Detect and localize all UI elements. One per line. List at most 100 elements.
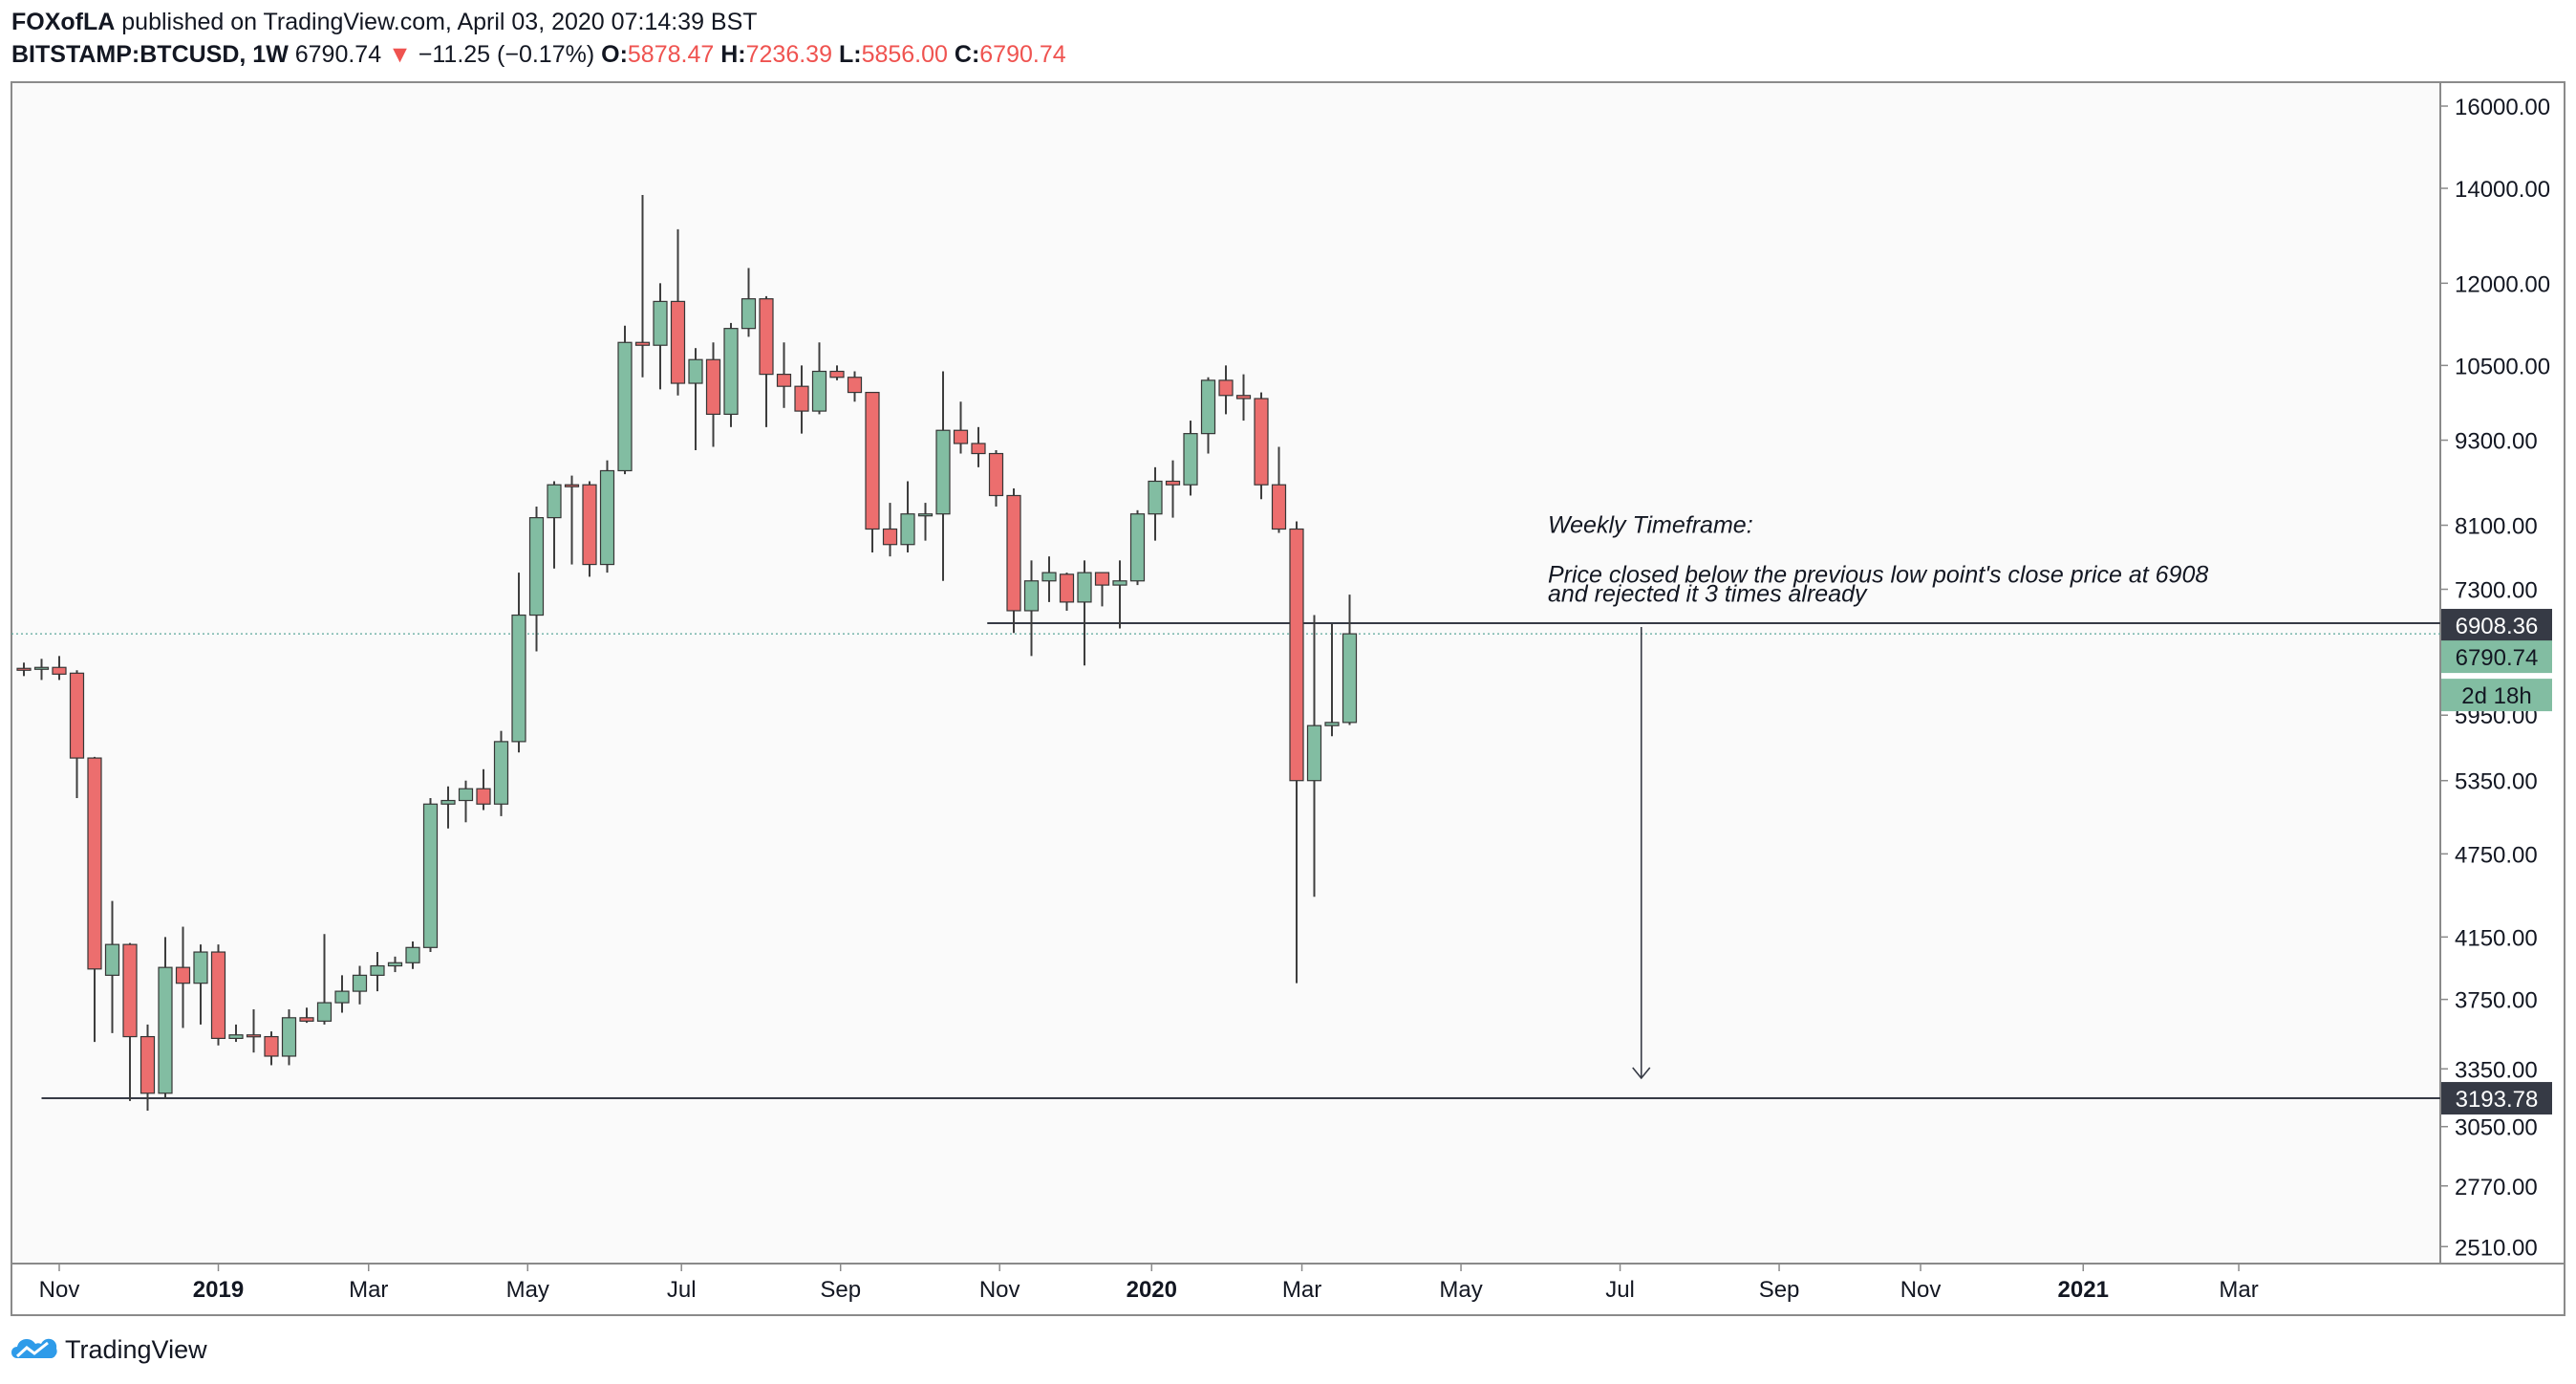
down-arrow-icon: ▼ xyxy=(388,41,412,68)
candle-body xyxy=(281,1017,297,1057)
candle-body xyxy=(582,484,597,566)
candle-body xyxy=(440,799,456,805)
high-label: H: xyxy=(720,41,746,68)
candle-body xyxy=(547,484,562,519)
candle-body xyxy=(140,1035,156,1094)
time-tick-label: Mar xyxy=(2219,1277,2258,1303)
author-name[interactable]: FOXofLA xyxy=(11,9,116,35)
footer-brand[interactable]: TradingView xyxy=(65,1334,207,1364)
candle-body xyxy=(511,614,526,743)
countdown-badge-bg xyxy=(2441,679,2552,712)
price-tick-label: 3050.00 xyxy=(2455,1115,2538,1141)
candle-body xyxy=(210,951,226,1040)
candle-body xyxy=(599,469,615,566)
time-tick-label: May xyxy=(506,1277,549,1303)
candle-body xyxy=(1077,572,1092,603)
price-tick-label: 7300.00 xyxy=(2455,578,2538,604)
chart-header: FOXofLA published on TradingView.com, Ap… xyxy=(11,6,2553,71)
low-value: 5856.00 xyxy=(861,41,948,68)
level-badge-bg xyxy=(2441,609,2552,642)
candle-body xyxy=(1059,573,1075,603)
candle-body xyxy=(688,358,703,384)
candle-body xyxy=(935,429,951,515)
candle-body xyxy=(723,328,739,415)
time-tick-label: Nov xyxy=(39,1277,80,1303)
price-tick-label: 3750.00 xyxy=(2455,988,2538,1014)
candle-body xyxy=(865,391,880,530)
time-tick-label: Jul xyxy=(1605,1277,1635,1303)
candle-body xyxy=(794,385,809,412)
candle-body xyxy=(653,300,668,346)
candle-body xyxy=(917,513,934,517)
footer: TradingView xyxy=(11,1330,207,1369)
price-tick-label: 2510.00 xyxy=(2455,1235,2538,1261)
candle-body xyxy=(246,1034,262,1038)
candle-body xyxy=(882,528,898,546)
candle-body xyxy=(476,788,491,805)
annotations: Weekly Timeframe: Price closed below the … xyxy=(1548,512,2208,1080)
candle-body xyxy=(228,1034,244,1040)
candle-body xyxy=(1023,580,1040,612)
candle-body xyxy=(387,962,403,967)
candle-body xyxy=(1235,395,1252,400)
price-tick-label: 12000.00 xyxy=(2455,271,2550,297)
chart-pane[interactable] xyxy=(11,81,2441,1265)
time-tick-label: Nov xyxy=(1900,1277,1942,1303)
symbol-label[interactable]: BITSTAMP:BTCUSD, 1W xyxy=(11,41,289,68)
candle-body xyxy=(104,943,120,976)
price-tick-label: 3350.00 xyxy=(2455,1057,2538,1083)
candle-body xyxy=(776,374,792,387)
time-tick-label: 2021 xyxy=(2058,1277,2109,1303)
candle-body xyxy=(405,946,420,963)
level-badge: 3193.78 xyxy=(2456,1087,2539,1113)
time-tick-label: Mar xyxy=(1282,1277,1321,1303)
time-tick-label: 2020 xyxy=(1127,1277,1177,1303)
candle-body xyxy=(811,370,827,412)
candle-body xyxy=(1271,484,1287,530)
time-tick-label: Mar xyxy=(349,1277,388,1303)
last-price-badge-bg xyxy=(2441,640,2552,674)
candle-body xyxy=(334,990,350,1004)
candle-body xyxy=(528,517,545,616)
candle-body xyxy=(847,377,863,394)
candle-body xyxy=(1129,513,1146,582)
close-label: C: xyxy=(954,41,980,68)
candle-body xyxy=(1289,528,1304,782)
candle-body xyxy=(52,666,67,675)
candle-body xyxy=(122,943,138,1038)
price-tick-label: 9300.00 xyxy=(2455,429,2538,455)
candle-body xyxy=(370,964,385,976)
candle-body xyxy=(1183,433,1198,486)
tradingview-logo-icon[interactable] xyxy=(11,1335,57,1364)
open-value: 5878.47 xyxy=(627,41,715,68)
candle-body xyxy=(564,484,580,487)
candle-body xyxy=(1218,379,1234,397)
candle-body xyxy=(1254,398,1269,486)
last-price-badge: 6790.74 xyxy=(2456,645,2539,671)
candle-body xyxy=(1148,480,1163,515)
high-value: 7236.39 xyxy=(745,41,832,68)
time-tick-label: Jul xyxy=(667,1277,697,1303)
time-tick-label: May xyxy=(1439,1277,1482,1303)
close-value: 6790.74 xyxy=(979,41,1066,68)
candles xyxy=(16,194,1358,1112)
open-label: O: xyxy=(601,41,628,68)
candle-body xyxy=(1342,633,1358,724)
candle-body xyxy=(1112,580,1127,586)
candle-body xyxy=(1006,494,1021,612)
candle-body xyxy=(175,966,191,984)
candle-body xyxy=(87,757,102,970)
price-tick-label: 14000.00 xyxy=(2455,177,2550,203)
candle-body xyxy=(352,974,368,992)
price-axis-background[interactable] xyxy=(2441,83,2565,1264)
candle-body xyxy=(193,951,208,984)
candle-body xyxy=(1165,480,1181,486)
candle-body xyxy=(1324,722,1340,726)
candle-body xyxy=(1041,572,1057,582)
last-price-value: 6790.74 xyxy=(294,41,382,68)
candle-body xyxy=(670,300,686,384)
candle-body xyxy=(299,1017,314,1022)
candle-body xyxy=(264,1035,279,1057)
publish-line: FOXofLA published on TradingView.com, Ap… xyxy=(11,6,2553,38)
